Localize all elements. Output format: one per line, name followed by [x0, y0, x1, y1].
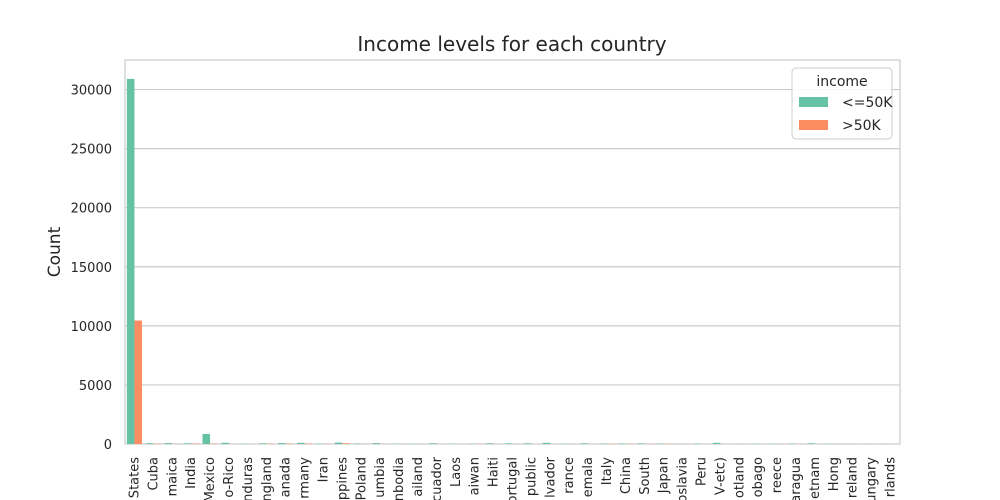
bar	[429, 443, 437, 444]
bar	[297, 442, 305, 444]
x-tick-label: Hong	[827, 457, 842, 491]
x-tick-label: o-Rico	[222, 457, 237, 498]
bar	[342, 443, 350, 444]
y-tick-label: 15000	[71, 261, 112, 276]
bar	[372, 443, 381, 444]
y-tick-label: 30000	[71, 84, 112, 99]
bar	[278, 443, 286, 444]
gridlines	[125, 88, 900, 386]
x-tick-label: ungary	[865, 457, 880, 500]
x-tick-label: Italy	[600, 457, 615, 486]
x-tick-label: umbia	[373, 457, 388, 498]
x-tick-label: emala	[581, 457, 596, 497]
legend-swatch	[799, 120, 828, 130]
x-tick-label: reland	[846, 457, 861, 498]
x-tick-label: Peru	[695, 457, 710, 486]
x-tick-label: obago	[751, 457, 766, 497]
bar	[134, 320, 143, 444]
x-tick-label: lvador	[543, 456, 558, 497]
x-tick-label: nbodia	[392, 457, 407, 500]
x-tick-label: Poland	[354, 457, 369, 500]
bar	[542, 442, 551, 444]
x-tick-label: Iran	[316, 457, 331, 482]
x-tick-label: aiwan	[468, 457, 483, 495]
x-tick-label: Laos	[449, 457, 464, 487]
x-tick-label: oslavia	[676, 457, 691, 500]
x-tick-label: Mexico	[203, 457, 218, 500]
y-tick-labels: 0 5000 10000 15000 20000 25000 30000	[71, 84, 112, 453]
bar	[221, 442, 229, 444]
y-axis-label: Count	[45, 226, 65, 277]
x-tick-label: ngland	[260, 457, 275, 500]
legend-swatch	[799, 97, 828, 107]
y-tick-label: 0	[104, 438, 112, 453]
x-tick-label: ailand	[411, 457, 426, 497]
x-tick-label: nduras	[241, 457, 256, 500]
x-tick-label: ppines	[335, 457, 350, 500]
x-tick-label: rlands	[884, 457, 899, 497]
x-tick-label: South	[638, 457, 653, 495]
chart-title: Income levels for each country	[357, 32, 666, 56]
x-tick-label: rance	[562, 457, 577, 494]
bar	[259, 443, 267, 444]
bar	[145, 443, 154, 444]
bar	[712, 442, 721, 444]
bar	[183, 443, 192, 444]
x-tick-label: Japan	[657, 457, 672, 494]
x-tick-labels: States Cuba maica India Mexico o-Rico nduras ng…	[127, 456, 898, 500]
x-tick-label: China	[619, 457, 634, 494]
x-tick-label: aragua	[789, 457, 804, 500]
x-tick-label: Haiti	[487, 457, 502, 487]
x-tick-label: etnam	[808, 457, 823, 499]
x-tick-label: reece	[770, 457, 785, 493]
x-tick-label: maica	[165, 457, 180, 496]
x-tick-label: cuador	[430, 456, 445, 500]
y-tick-label: 20000	[71, 202, 112, 217]
x-tick-label: India	[184, 457, 199, 489]
y-tick-label: 5000	[79, 379, 112, 394]
x-tick-label: States	[127, 457, 142, 498]
bar	[504, 443, 513, 444]
x-tick-label: rmany	[298, 457, 313, 499]
bar	[202, 433, 211, 444]
legend-label: <=50K	[842, 95, 893, 111]
x-tick-label: Cuba	[146, 457, 161, 491]
bar	[523, 443, 532, 444]
bar	[334, 442, 343, 444]
legend-title: income	[816, 74, 867, 90]
legend: income <=50K >50K	[791, 67, 893, 140]
x-tick-label: public	[524, 457, 539, 496]
x-tick-label: anada	[279, 457, 294, 497]
bar	[164, 443, 173, 444]
x-tick-label: V-etc)	[713, 457, 728, 495]
x-tick-label: otland	[732, 457, 747, 498]
legend-label: >50K	[842, 118, 882, 134]
plot-area	[124, 59, 901, 445]
bar	[126, 78, 135, 445]
x-tick-label: ortugal	[506, 457, 521, 500]
bars-group	[126, 78, 899, 445]
bar	[637, 443, 645, 444]
bar	[807, 443, 815, 444]
bar	[580, 443, 589, 444]
bar	[486, 443, 494, 444]
y-tick-label: 10000	[71, 320, 112, 335]
y-tick-label: 25000	[71, 143, 112, 158]
